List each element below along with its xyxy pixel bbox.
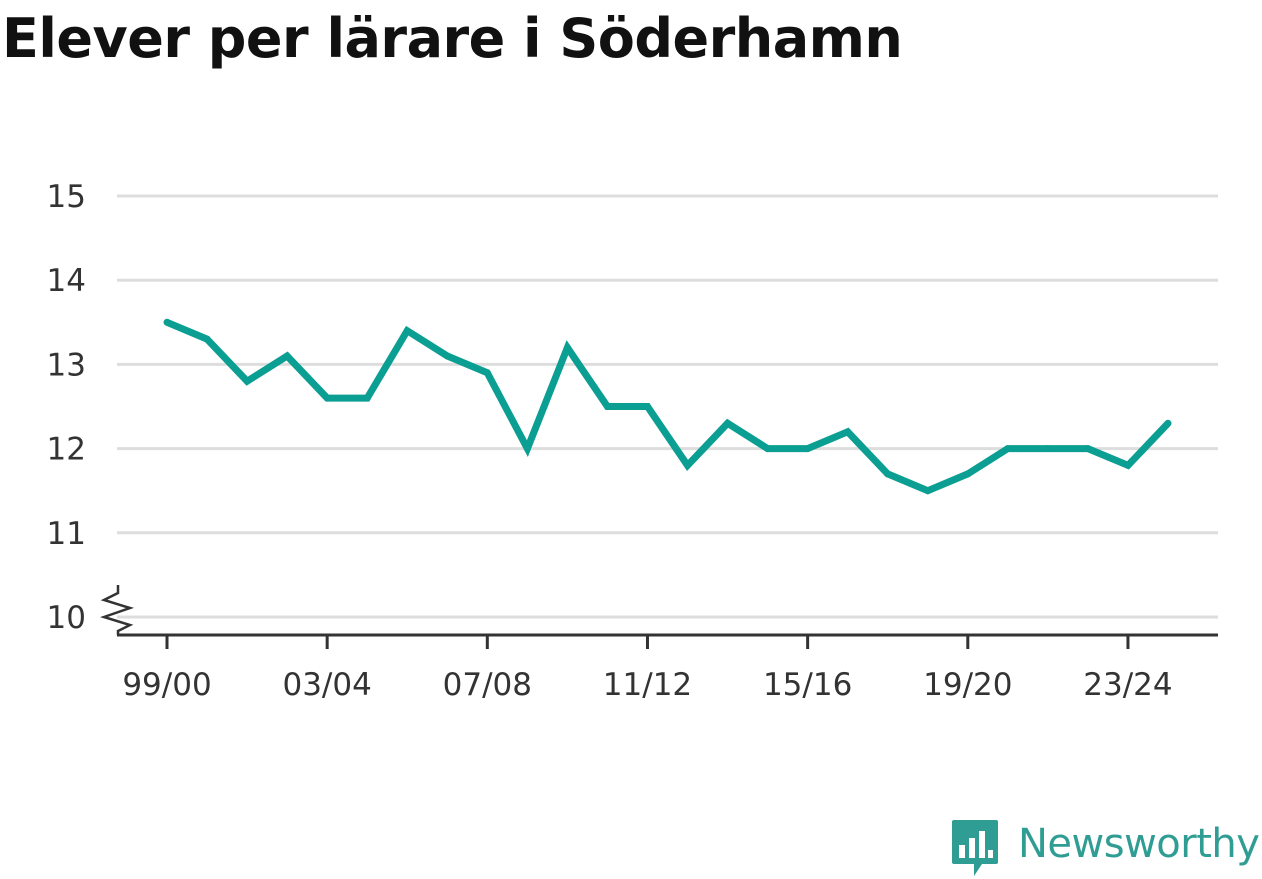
x-tick-label: 99/00 (122, 667, 211, 703)
data-point (1004, 445, 1012, 453)
series-lines (163, 318, 1172, 495)
data-point (163, 318, 171, 326)
data-point (884, 470, 892, 478)
y-tick-label: 12 (47, 432, 86, 468)
y-axis-labels: 10 11 12 13 14 15 (47, 179, 86, 636)
x-tick-label: 07/08 (443, 667, 532, 703)
data-point (764, 445, 772, 453)
chart-title: Elever per lärare i Söderhamn (2, 7, 903, 70)
data-point (403, 327, 411, 335)
data-point (1044, 445, 1052, 453)
x-axis (99, 585, 1218, 649)
data-point (603, 403, 611, 410)
data-point (203, 335, 211, 343)
y-tick-label: 14 (47, 263, 86, 299)
data-point (1084, 445, 1092, 453)
brand-logo: Newsworthy (950, 818, 1260, 878)
data-point (924, 487, 932, 495)
data-point (563, 344, 571, 352)
x-axis-labels: 99/00 03/04 07/08 11/12 15/16 19/20 23/24 (122, 667, 1172, 703)
x-tick-label: 11/12 (603, 667, 692, 703)
data-point (323, 394, 331, 402)
data-point (483, 369, 491, 377)
x-tick-label: 19/20 (923, 667, 1012, 703)
y-tick-label: 11 (47, 516, 86, 552)
series-line-0 (165, 319, 1171, 495)
data-point (644, 403, 651, 410)
newsworthy-logo-icon (952, 820, 998, 876)
y-tick-label: 15 (47, 179, 86, 215)
data-point (684, 461, 691, 469)
data-point (523, 445, 531, 453)
data-point (1164, 419, 1172, 427)
x-tick-label: 23/24 (1083, 667, 1172, 703)
data-point (804, 445, 812, 453)
brand-name: Newsworthy (1018, 821, 1260, 867)
data-point (1124, 461, 1132, 469)
y-tick-label: 10 (47, 600, 86, 636)
data-point (363, 394, 371, 402)
data-point (443, 352, 451, 360)
data-point (243, 377, 251, 385)
data-point (724, 419, 732, 427)
x-tick-label: 15/16 (763, 667, 852, 703)
grid-lines (117, 194, 1218, 619)
data-point (964, 470, 972, 478)
x-tick-label: 03/04 (282, 667, 371, 703)
data-point (283, 352, 291, 360)
axis-break-symbol (99, 585, 135, 635)
y-tick-label: 13 (47, 347, 86, 383)
data-point (844, 428, 852, 436)
